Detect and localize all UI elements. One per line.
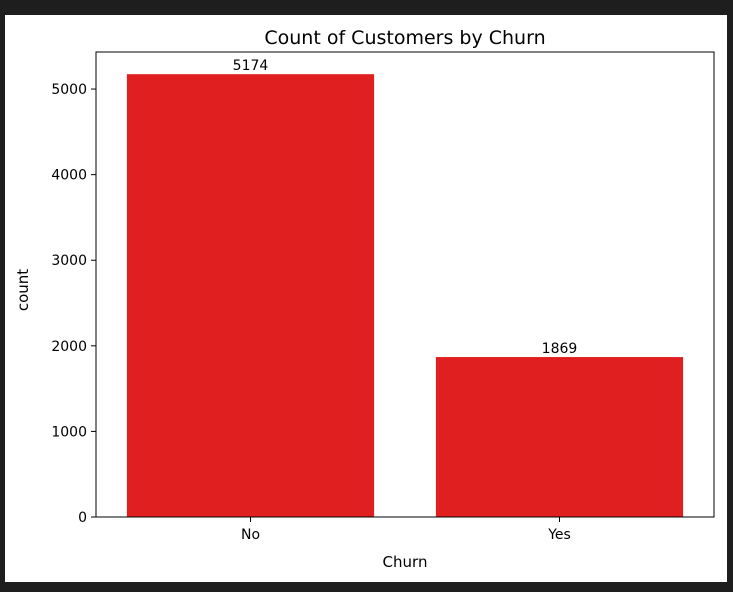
bar-chart: Count of Customers by Churn 5174 1869 0 10… xyxy=(14,27,715,571)
y-tick-label: 2000 xyxy=(51,339,87,355)
plot-area: 5174 1869 xyxy=(95,51,715,518)
x-axis-label: Churn xyxy=(383,553,428,571)
data-label-yes: 1869 xyxy=(542,341,578,357)
y-axis-label: count xyxy=(14,269,32,311)
bar-no xyxy=(126,74,375,518)
x-axis: No Yes xyxy=(241,517,571,543)
y-tick-label: 4000 xyxy=(51,168,87,184)
y-axis: 0 1000 2000 3000 4000 5000 xyxy=(51,82,96,526)
chart-title: Count of Customers by Churn xyxy=(264,27,545,49)
chart-figure: Count of Customers by Churn 5174 1869 0 10… xyxy=(5,15,727,582)
bar-yes xyxy=(435,357,684,517)
x-tick-label: No xyxy=(241,527,260,543)
y-tick-label: 1000 xyxy=(51,424,87,440)
y-tick-label: 3000 xyxy=(51,253,87,269)
data-label-no: 5174 xyxy=(233,58,269,74)
plot-frame xyxy=(95,51,715,518)
y-tick-label: 0 xyxy=(78,510,87,526)
x-tick-label: Yes xyxy=(547,527,571,543)
y-tick-label: 5000 xyxy=(51,82,87,98)
